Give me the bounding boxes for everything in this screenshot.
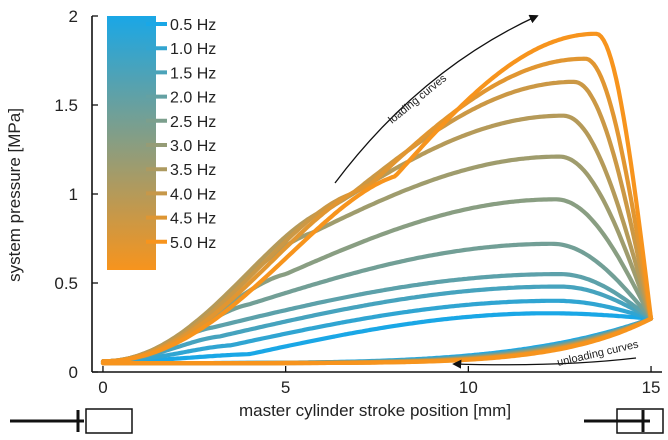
legend-label: 4.5 Hz xyxy=(170,211,216,228)
legend-label: 0.5 Hz xyxy=(170,17,216,34)
legend-label: 5.0 Hz xyxy=(170,235,216,252)
axis-ticks: 0 5 10 15 0 0.5 1 1.5 2 xyxy=(54,7,660,397)
legend-label: 2.5 Hz xyxy=(170,114,216,131)
legend-label: 1.0 Hz xyxy=(170,41,216,58)
y-tick-label: 1.5 xyxy=(54,96,78,115)
series-line xyxy=(100,31,654,366)
legend-label: 3.5 Hz xyxy=(170,162,216,179)
legend-label: 1.5 Hz xyxy=(170,65,216,82)
legend-label: 4.0 Hz xyxy=(170,186,216,203)
x-axis-label: master cylinder stroke position [mm] xyxy=(239,401,511,420)
cylinder-retracted-icon xyxy=(10,408,133,434)
cylinder-extended-icon xyxy=(584,408,664,434)
legend-label: 3.0 Hz xyxy=(170,138,216,155)
y-axis-label: system pressure [MPa] xyxy=(5,108,24,282)
unloading-arrow xyxy=(452,357,637,369)
y-tick-label: 2 xyxy=(69,7,78,26)
legend: 0.5 Hz 1.0 Hz 1.5 Hz 2.0 Hz 2.5 Hz 3.0 Hz 3.5 … xyxy=(107,16,216,270)
x-tick-label: 5 xyxy=(281,378,290,397)
legend-label: 2.0 Hz xyxy=(170,90,216,107)
x-tick-label: 10 xyxy=(459,378,478,397)
series-curves xyxy=(100,31,654,366)
loading-annotation: loading curves xyxy=(386,72,449,126)
y-tick-label: 1 xyxy=(69,185,78,204)
x-tick-label: 0 xyxy=(98,378,107,397)
x-tick-label: 15 xyxy=(642,378,661,397)
y-tick-label: 0 xyxy=(69,363,78,382)
loading-arrow xyxy=(334,14,539,184)
y-tick-label: 0.5 xyxy=(54,274,78,293)
